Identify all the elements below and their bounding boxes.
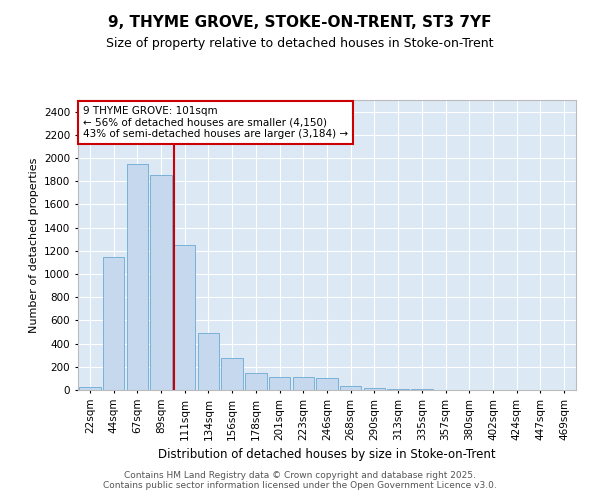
Text: Contains HM Land Registry data © Crown copyright and database right 2025.
Contai: Contains HM Land Registry data © Crown c… [103, 470, 497, 490]
Bar [364, 388, 385, 390]
Bar [127, 164, 148, 390]
Bar [316, 378, 338, 390]
Bar [340, 386, 361, 390]
Bar [151, 176, 172, 390]
Text: Size of property relative to detached houses in Stoke-on-Trent: Size of property relative to detached ho… [106, 38, 494, 51]
Text: 9 THYME GROVE: 101sqm
← 56% of detached houses are smaller (4,150)
43% of semi-d: 9 THYME GROVE: 101sqm ← 56% of detached … [83, 106, 348, 139]
Bar [388, 389, 409, 390]
Bar [221, 358, 243, 390]
Bar [293, 376, 314, 390]
X-axis label: Distribution of detached houses by size in Stoke-on-Trent: Distribution of detached houses by size … [158, 448, 496, 461]
Text: 9, THYME GROVE, STOKE-ON-TRENT, ST3 7YF: 9, THYME GROVE, STOKE-ON-TRENT, ST3 7YF [108, 15, 492, 30]
Y-axis label: Number of detached properties: Number of detached properties [29, 158, 38, 332]
Bar [198, 333, 219, 390]
Bar [103, 256, 124, 390]
Bar [269, 376, 290, 390]
Bar [174, 245, 196, 390]
Bar [245, 372, 266, 390]
Bar [79, 386, 101, 390]
